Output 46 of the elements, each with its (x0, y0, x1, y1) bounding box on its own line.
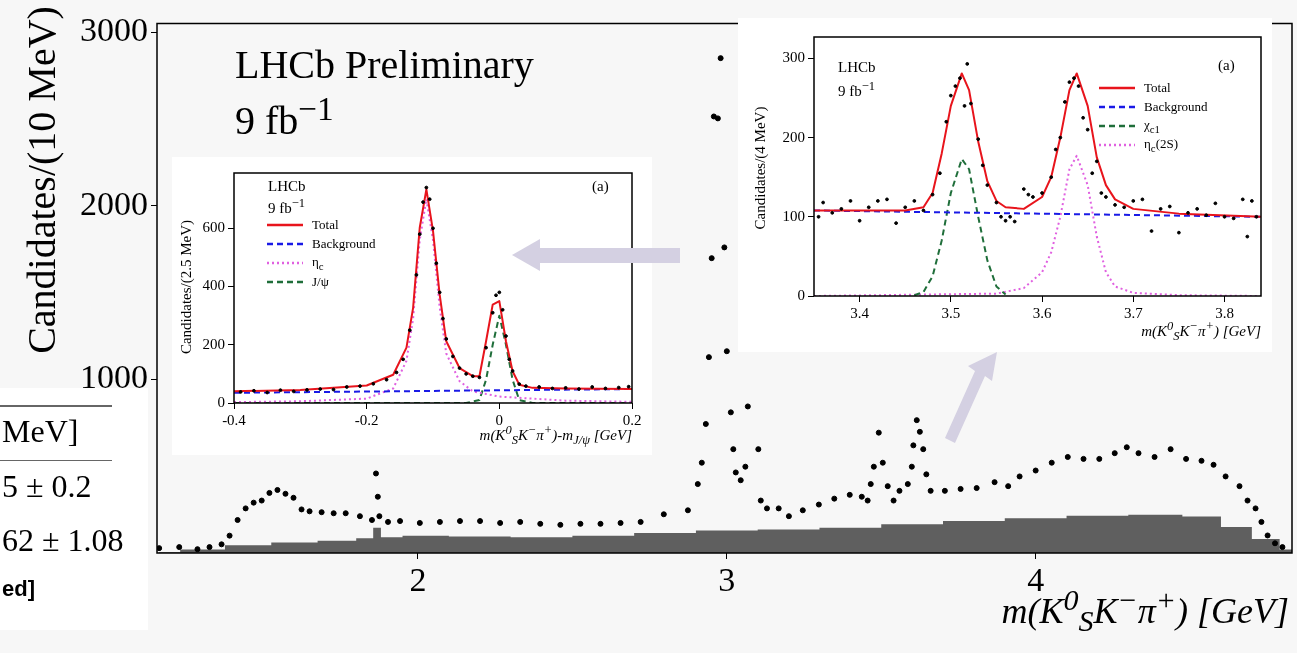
y-tick-label: 200 (202, 335, 225, 352)
y-axis-title: Candidates/(10 MeV) (19, 6, 64, 354)
y-tick-label: 600 (202, 219, 225, 236)
legend-label: χ$_{c1}$ (1144, 116, 1161, 135)
legend-label: Background (312, 235, 376, 252)
annotation: 9 fb$^{−1}$ (235, 90, 334, 144)
annotation: 9 fb$^{−1}$ (268, 196, 306, 216)
y-axis-title: Candidates/(2.5 MeV) (177, 219, 194, 355)
x-tick-label: -0.4 (222, 411, 247, 428)
legend-label: Background (1144, 98, 1208, 115)
legend-label: η$_{c}$ (312, 253, 324, 272)
y-tick-label: 100 (782, 207, 805, 224)
legend-label: Total (312, 216, 339, 233)
annotation: (a) (592, 178, 609, 194)
y-tick-label: 2000 (80, 184, 148, 222)
x-tick-label: -0.2 (354, 411, 379, 428)
text: ed] (2, 576, 35, 601)
text: 5 ± 0.2 (2, 468, 92, 504)
x-tick-label: 0 (495, 411, 504, 428)
legend-label: η$_{c}$(2S) (1144, 135, 1179, 154)
y-tick-label: 400 (202, 277, 225, 294)
annotation: LHCb (268, 178, 306, 194)
annotation: LHCb Preliminary (235, 42, 534, 87)
annotation: LHCb (838, 59, 876, 75)
x-tick-label: 2 (409, 561, 427, 599)
x-tick-label: 3.6 (1032, 304, 1052, 321)
y-tick-label: 3000 (80, 11, 148, 48)
y-tick-label: 1000 (80, 358, 148, 396)
x-tick-label: 3.5 (941, 304, 961, 321)
annotation: 9 fb$^{−1}$ (838, 79, 876, 99)
text: MeV] (2, 413, 79, 449)
y-tick-label: 0 (217, 393, 225, 410)
x-axis-title: m(K$^{0}$$_{S}$K$^{−}$π$^{+}$) [GeV] (1141, 319, 1261, 343)
y-tick-label: 300 (782, 49, 805, 66)
y-tick-label: 0 (797, 286, 805, 303)
annotation: (a) (1218, 57, 1235, 73)
y-axis-title: Candidates/(4 MeV) (751, 106, 768, 230)
legend-label: Total (1144, 79, 1171, 96)
x-tick-label: 3.8 (1215, 304, 1234, 321)
x-tick-label: 3.4 (850, 304, 870, 321)
x-tick-label: 0.2 (622, 411, 642, 428)
y-tick-label: 200 (782, 128, 805, 145)
text: 62 ± 1.08 (2, 522, 124, 558)
x-tick-label: 3 (718, 561, 736, 599)
x-tick-label: 3.7 (1123, 304, 1144, 321)
legend-label: J/ψ (312, 273, 329, 290)
